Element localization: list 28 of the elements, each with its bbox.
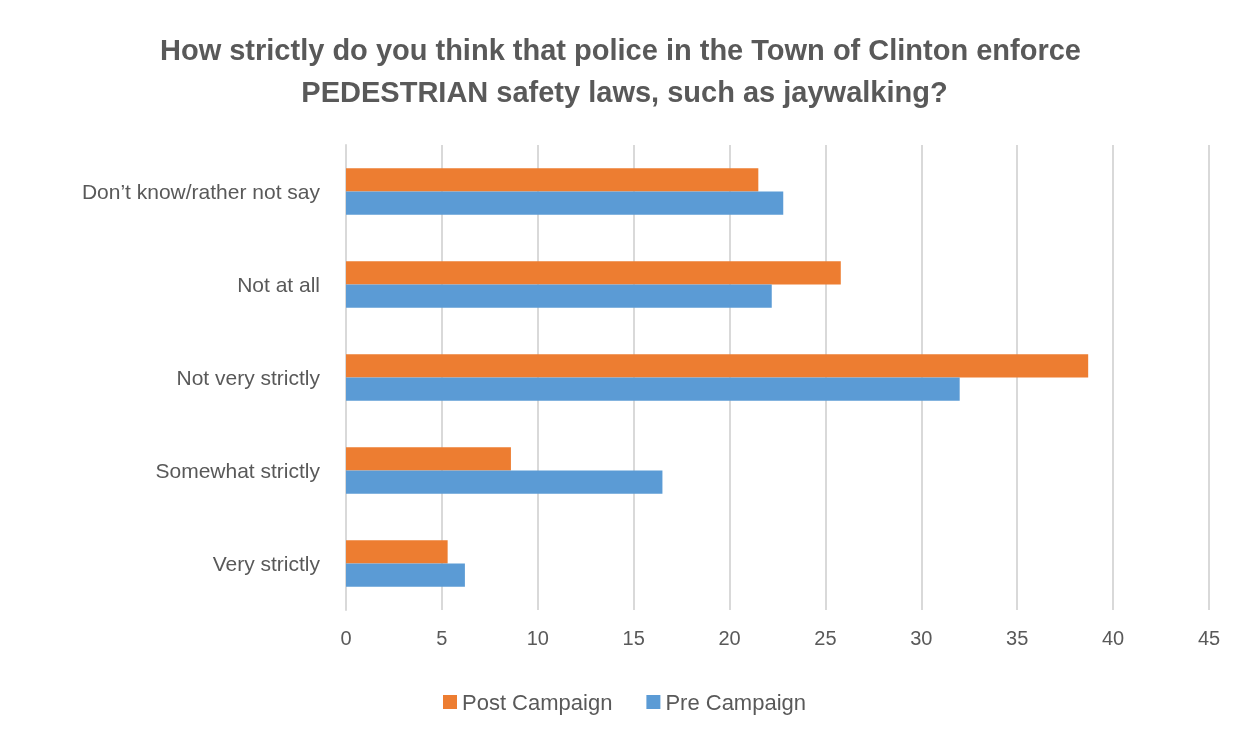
bar	[346, 354, 1089, 378]
x-tick-label: 5	[436, 627, 448, 649]
legend-label: Post Campaign	[461, 689, 613, 715]
bar	[346, 284, 772, 308]
y-tick-label: Don’t know/rather not say	[81, 180, 321, 203]
bar	[346, 261, 841, 285]
bar	[346, 377, 960, 401]
bar	[346, 540, 448, 564]
y-tick-label: Very strictly	[212, 552, 321, 575]
x-tick-label: 25	[814, 627, 837, 649]
y-tick-label: Somewhat strictly	[155, 459, 321, 482]
x-tick-label: 30	[910, 627, 933, 649]
x-tick-label: 35	[1006, 627, 1029, 649]
bar	[346, 168, 759, 192]
chart-title: How strictly do you think that police in the Town of Clinton enforce PEDESTRIAN safety laws, such as jaywalking?	[159, 34, 1090, 108]
x-tick-label: 20	[718, 627, 741, 649]
x-tick-label: 10	[526, 627, 549, 649]
x-tick-label: 45	[1197, 627, 1221, 649]
x-tick-label: 15	[622, 627, 645, 649]
legend-label: Pre Campaign	[665, 689, 807, 715]
bar	[346, 470, 663, 494]
bar	[346, 563, 465, 587]
x-tick-label: 0	[340, 627, 352, 649]
y-tick-label: Not very strictly	[176, 366, 321, 389]
bar	[346, 447, 511, 471]
bar	[346, 191, 784, 215]
x-tick-label: 40	[1101, 627, 1125, 649]
y-tick-label: Not at all	[237, 273, 320, 296]
